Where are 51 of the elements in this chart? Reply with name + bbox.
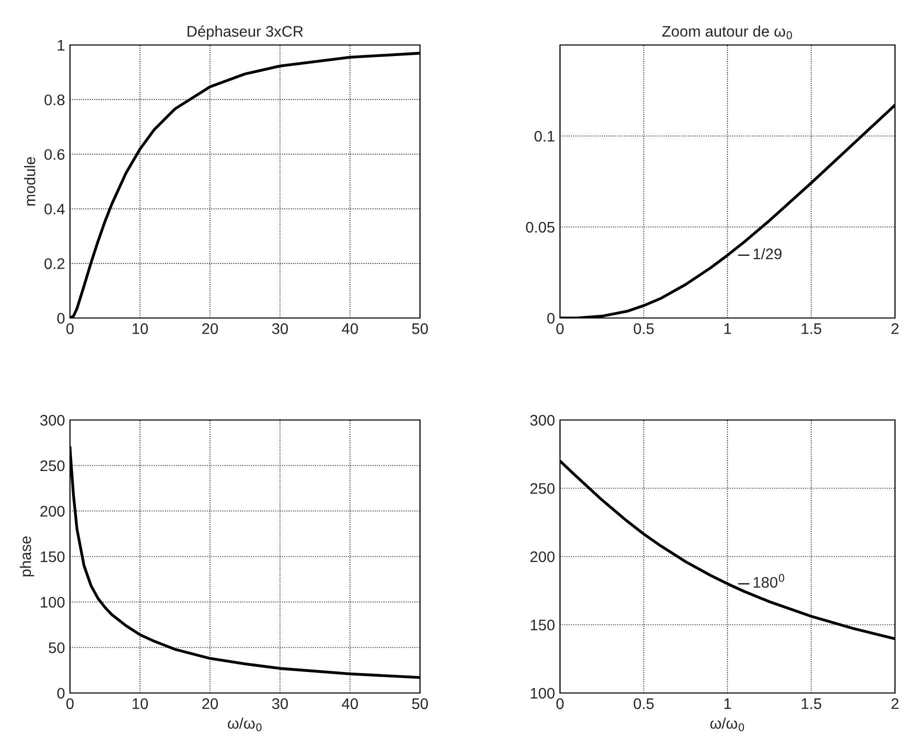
y-axis-title: phase: [20, 536, 34, 576]
y-tick-label: 200: [40, 506, 65, 517]
x-tick-label: 10: [132, 698, 148, 710]
y-tick-label: 0: [57, 312, 65, 324]
x-tick-label: 0.5: [634, 323, 654, 334]
y-tick-label: 0.8: [44, 94, 64, 106]
y-tick-label: 150: [530, 620, 555, 630]
x-tick-label: 0.5: [634, 698, 654, 710]
x-tick-label: 10: [132, 323, 148, 334]
y-tick-label: 250: [530, 483, 555, 494]
y-tick-label: 300: [530, 414, 555, 426]
x-tick-label: 1: [724, 323, 732, 334]
x-tick-label: 20: [202, 323, 218, 334]
x-tick-label: 0: [66, 323, 74, 334]
y-tick-label: 150: [40, 551, 65, 562]
y-tick-label: 50: [48, 642, 65, 654]
x-tick-label: 0: [556, 323, 564, 334]
y-tick-label: 200: [530, 551, 555, 562]
x-tick-label: 30: [272, 698, 288, 710]
chart-title: Déphaseur 3xCR: [188, 25, 303, 40]
y-tick-label: 100: [40, 596, 65, 608]
y-tick-label: 100: [530, 688, 555, 699]
y-tick-label: 1: [58, 40, 64, 51]
annotation: 1/29: [754, 248, 782, 260]
chart-title: Zoom autour de ω$_{0}$: [662, 26, 792, 40]
x-tick-label: 50: [412, 698, 428, 710]
x-tick-label: 2: [892, 698, 898, 709]
y-tick-label: 0.6: [44, 149, 64, 160]
x-tick-label: 30: [272, 323, 288, 334]
y-tick-label: 0.05: [526, 222, 554, 233]
x-tick-label: 20: [202, 698, 218, 710]
y-tick-label: 300: [40, 414, 65, 426]
x-tick-label: 0: [66, 698, 74, 710]
y-tick-label: 0: [547, 312, 555, 324]
y-tick-label: 0: [57, 688, 65, 699]
y-tick-label: 0.1: [534, 130, 554, 142]
x-tick-label: 0: [556, 698, 564, 710]
y-tick-label: 250: [40, 460, 65, 472]
y-axis-title: module: [24, 157, 36, 206]
x-tick-label: 1.5: [802, 323, 822, 334]
x-tick-label: 2: [892, 323, 898, 334]
annotation: 180$^{0}$: [754, 574, 784, 588]
x-tick-label: 40: [342, 698, 358, 710]
x-axis-title: ω/ω$_{0}$: [710, 718, 744, 732]
x-tick-label: 50: [412, 323, 428, 334]
x-tick-label: 1: [724, 698, 732, 709]
x-tick-label: 40: [342, 323, 358, 334]
x-tick-label: 1.5: [802, 698, 822, 710]
y-tick-label: 0.4: [44, 204, 65, 214]
y-tick-label: 0.2: [44, 258, 64, 270]
x-axis-title: ω/ω$_{0}$: [228, 718, 262, 732]
